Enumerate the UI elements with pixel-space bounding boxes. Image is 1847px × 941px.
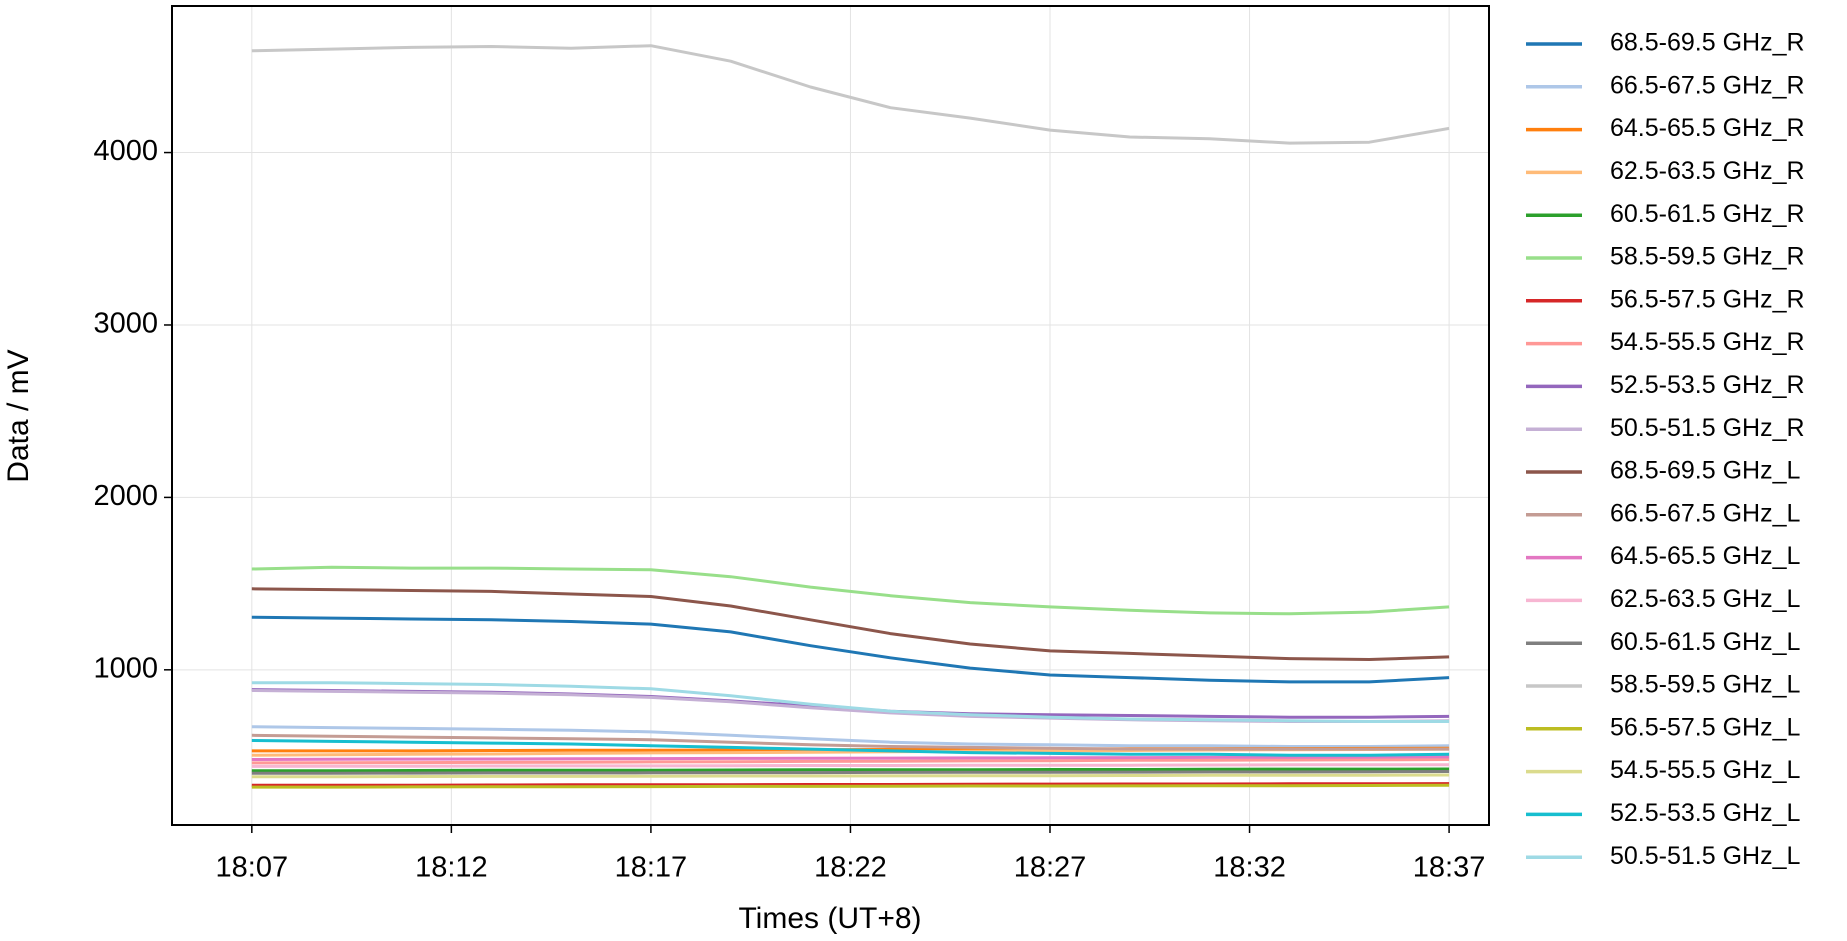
data-line [251, 44, 1450, 145]
data-line [251, 681, 1450, 723]
legend-label: 62.5-63.5 GHz_R [1610, 157, 1805, 185]
legend-label: 60.5-61.5 GHz_L [1610, 628, 1800, 656]
data-line [251, 758, 1450, 765]
x-tick-label: 18:12 [415, 852, 488, 884]
legend-label: 66.5-67.5 GHz_R [1610, 71, 1805, 99]
data-line [251, 587, 1450, 661]
y-tick-label: 3000 [93, 308, 158, 340]
legend-label: 66.5-67.5 GHz_L [1610, 499, 1800, 527]
data-line [251, 733, 1450, 751]
data-line [251, 773, 1450, 779]
legend-label: 64.5-65.5 GHz_R [1610, 114, 1805, 142]
y-tick-label: 2000 [93, 480, 158, 512]
data-line [251, 739, 1450, 757]
x-tick-label: 18:32 [1213, 852, 1286, 884]
data-line [251, 767, 1450, 773]
data-line [251, 783, 1450, 789]
x-axis-label: Times (UT+8) [738, 902, 921, 935]
legend-label: 56.5-57.5 GHz_R [1610, 285, 1805, 313]
data-line [251, 565, 1450, 616]
x-tick-label: 18:17 [615, 852, 688, 884]
legend-label: 58.5-59.5 GHz_R [1610, 243, 1805, 271]
legend-label: 50.5-51.5 GHz_L [1610, 842, 1800, 870]
legend-label: 54.5-55.5 GHz_L [1610, 756, 1800, 784]
data-line [251, 615, 1450, 684]
data-line [251, 770, 1450, 775]
legend-label: 68.5-69.5 GHz_L [1610, 457, 1800, 485]
x-tick-label: 18:07 [216, 852, 289, 884]
legend-label: 54.5-55.5 GHz_R [1610, 328, 1805, 356]
legend-label: 52.5-53.5 GHz_R [1610, 371, 1805, 399]
legend-label: 68.5-69.5 GHz_R [1610, 29, 1805, 57]
plot-frame [171, 5, 1490, 826]
legend-label: 58.5-59.5 GHz_L [1610, 671, 1800, 699]
data-line [251, 755, 1450, 761]
data-line [251, 763, 1450, 768]
x-tick-label: 18:27 [1014, 852, 1087, 884]
x-tick-label: 18:22 [814, 852, 887, 884]
y-tick-label: 4000 [93, 135, 158, 167]
legend-label: 64.5-65.5 GHz_L [1610, 542, 1800, 570]
data-line [251, 725, 1450, 748]
legend-label: 62.5-63.5 GHz_L [1610, 585, 1800, 613]
y-tick-label: 1000 [93, 652, 158, 684]
x-tick-label: 18:37 [1413, 852, 1486, 884]
legend-label: 56.5-57.5 GHz_L [1610, 713, 1800, 741]
legend-label: 50.5-51.5 GHz_R [1610, 414, 1805, 442]
legend-label: 60.5-61.5 GHz_R [1610, 200, 1805, 228]
data-line [251, 782, 1450, 787]
legend-label: 52.5-53.5 GHz_L [1610, 799, 1800, 827]
y-axis-label: Data / mV [2, 349, 35, 482]
